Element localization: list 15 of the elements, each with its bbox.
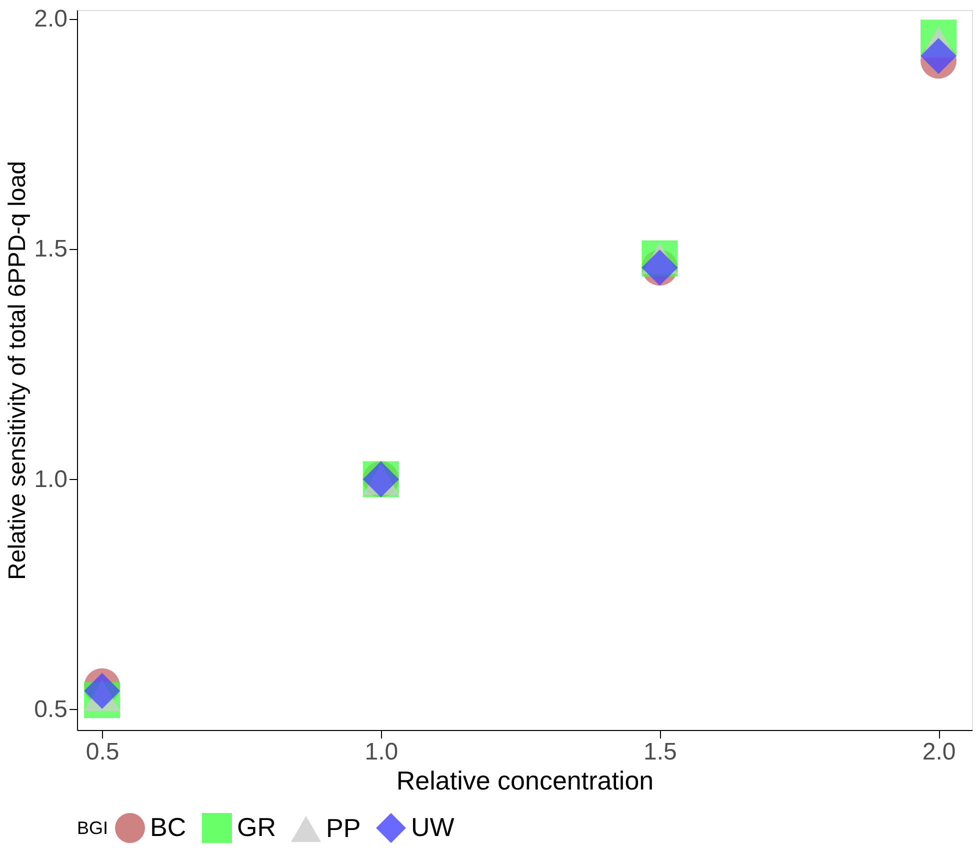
legend-title: BGI xyxy=(77,818,108,838)
legend-label: UW xyxy=(411,812,455,842)
x-tick-label: 0.5 xyxy=(86,738,120,766)
y-tick-label: 1.5 xyxy=(34,236,68,263)
y-tick-label: 1.0 xyxy=(34,466,68,493)
x-tick-label: 1.5 xyxy=(644,738,677,766)
y-tick-label: 2.0 xyxy=(34,6,68,33)
y-axis-title: Relative sensitivity of total 6PPD-q load xyxy=(4,161,32,580)
x-axis-title: Relative concentration xyxy=(396,766,654,796)
legend-label: BC xyxy=(150,812,186,842)
legend-label: GR xyxy=(237,812,276,842)
x-tick-label: 1.0 xyxy=(364,738,398,766)
legend-label: PP xyxy=(326,813,361,844)
y-tick-label: 0.5 xyxy=(34,696,68,723)
x-tick-label: 2.0 xyxy=(922,738,956,766)
